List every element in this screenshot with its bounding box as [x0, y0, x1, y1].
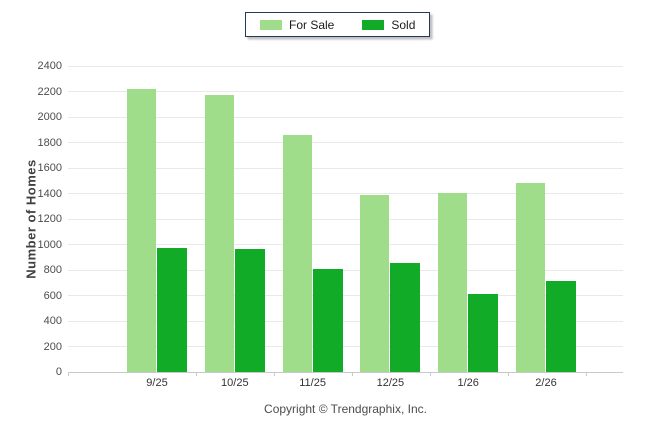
plot-area: [68, 65, 623, 373]
bar-sold-2/26: [546, 281, 576, 372]
y-axis-tick-label: 400: [43, 315, 62, 327]
legend-item-for-sale: For Sale: [260, 18, 334, 32]
y-axis-tick-label: 0: [55, 366, 62, 378]
legend-label-sold: Sold: [391, 17, 416, 32]
bar-sold-10/25: [234, 249, 265, 372]
y-axis-tick-label: 1200: [37, 213, 62, 225]
y-axis-tick-label: 200: [43, 340, 62, 353]
gridline: [68, 142, 623, 143]
gridline: [68, 320, 623, 322]
y-axis-tick-label: 1400: [37, 187, 62, 200]
y-axis-tick-label: 2200: [37, 85, 62, 98]
bar-sold-1/26: [468, 294, 499, 372]
for-sale-swatch-icon: [260, 19, 282, 30]
sold-swatch-icon: [362, 19, 385, 30]
y-axis-tick-label: 600: [43, 289, 62, 302]
x-axis-label: 9/25: [146, 377, 168, 389]
gridline: [68, 167, 623, 169]
bar-for-sale-2/26: [516, 183, 545, 372]
x-axis-tick: [68, 372, 69, 376]
bar-for-sale-9/25: [127, 89, 156, 372]
y-axis-tick-label: 800: [43, 264, 62, 276]
x-axis-label: 10/25: [221, 377, 249, 389]
bar-for-sale-10/25: [204, 95, 234, 372]
x-axis-label: 12/25: [376, 377, 405, 389]
gridline: [68, 269, 623, 271]
copyright-text: Copyright © Trendgraphix, Inc.: [264, 402, 427, 416]
gridline: [68, 218, 623, 220]
gridline: [68, 295, 623, 296]
gridline: [68, 65, 623, 67]
legend-item-sold: Sold: [362, 18, 415, 32]
x-axis-label: 2/26: [535, 377, 557, 389]
gridline: [68, 346, 623, 347]
x-axis-tick: [274, 372, 275, 376]
x-axis-tick: [508, 372, 509, 376]
y-axis-tick-label: 1000: [37, 238, 62, 251]
gridline: [68, 193, 623, 194]
x-axis-tick: [196, 372, 197, 376]
x-axis-label: 1/26: [457, 377, 479, 389]
x-axis-tick: [352, 372, 353, 376]
y-axis-tick-label: 2400: [37, 60, 62, 72]
gridline: [68, 91, 623, 92]
x-axis-tick: [430, 372, 431, 376]
y-axis-tick-label: 2000: [37, 111, 62, 123]
y-axis-tick-label: 1600: [37, 162, 62, 174]
legend-label-for-sale: For Sale: [289, 17, 335, 32]
bar-for-sale-1/26: [438, 193, 468, 372]
y-axis-tick-label: 1800: [37, 136, 62, 149]
chart-legend: For Sale Sold: [245, 12, 431, 37]
bar-sold-12/25: [390, 263, 421, 372]
bar-for-sale-12/25: [360, 195, 390, 372]
bar-sold-9/25: [157, 248, 187, 372]
bar-for-sale-11/25: [282, 135, 312, 372]
bar-sold-11/25: [312, 269, 343, 372]
x-axis-label: 11/25: [299, 377, 326, 389]
x-axis-tick: [586, 372, 587, 376]
gridline: [68, 244, 623, 245]
gridline: [68, 116, 623, 118]
